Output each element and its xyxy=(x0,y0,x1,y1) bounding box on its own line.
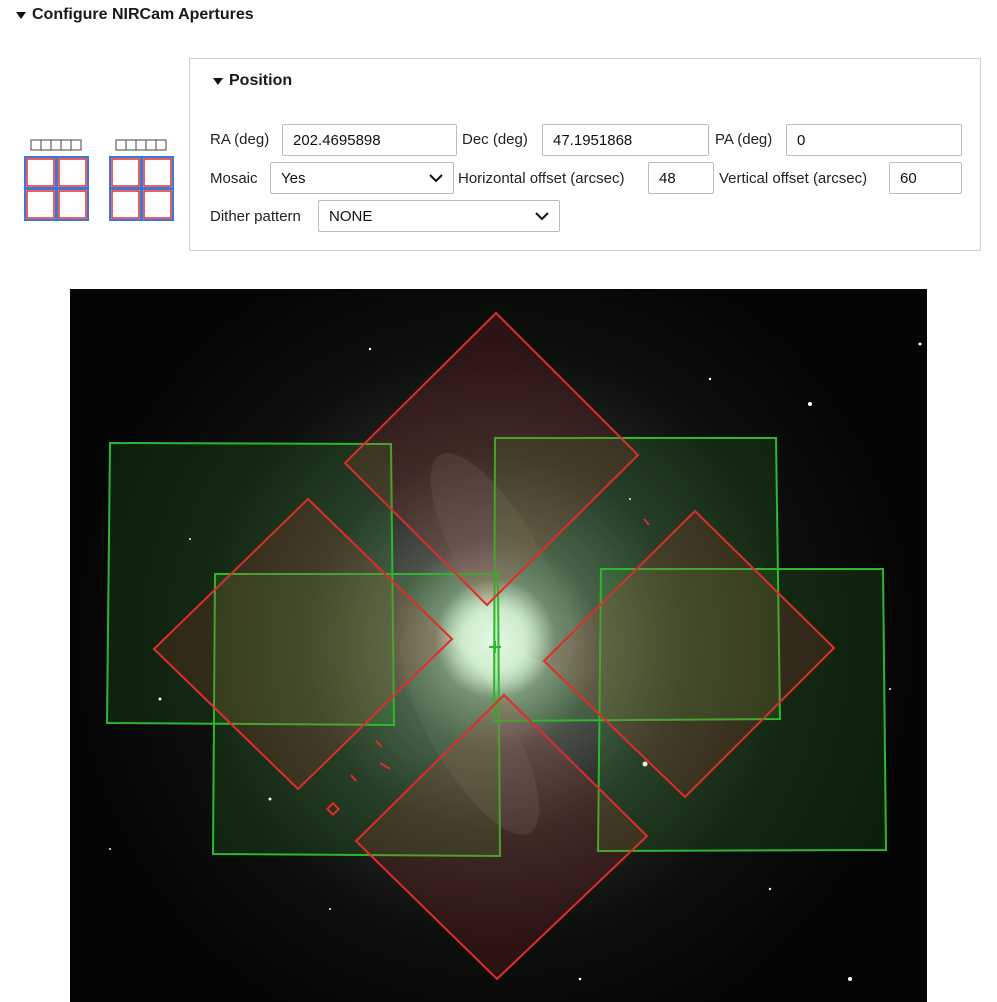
dec-label: Dec (deg) xyxy=(462,131,528,148)
section-title: Configure NIRCam Apertures xyxy=(32,6,254,23)
chevron-down-icon xyxy=(429,174,443,183)
sky-image-view[interactable] xyxy=(70,289,927,1002)
mosaic-selected-value: Yes xyxy=(281,169,306,187)
mosaic-label: Mosaic xyxy=(210,170,258,187)
dither-pattern-select[interactable]: NONE xyxy=(318,200,560,232)
dec-input[interactable] xyxy=(542,124,709,156)
lw-aperture[interactable] xyxy=(211,573,502,858)
sw-aperture[interactable] xyxy=(354,693,649,981)
lw-aperture[interactable] xyxy=(492,437,782,723)
ra-input[interactable] xyxy=(282,124,457,156)
horizontal-offset-label: Horizontal offset (arcsec) xyxy=(458,170,625,187)
pointing-marker xyxy=(489,641,501,653)
short-wave-apertures xyxy=(152,311,836,981)
sw-aperture[interactable] xyxy=(152,497,454,791)
nircam-module-icon xyxy=(24,139,89,221)
vertical-offset-label: Vertical offset (arcsec) xyxy=(719,170,868,187)
dither-selected-value: NONE xyxy=(329,207,373,225)
mosaic-select[interactable]: Yes xyxy=(270,162,454,194)
lw-aperture[interactable] xyxy=(596,568,888,853)
star-field xyxy=(109,342,922,981)
position-toggle[interactable]: Position xyxy=(213,72,292,90)
aperture-fragments xyxy=(325,518,650,817)
pa-label: PA (deg) xyxy=(715,131,773,148)
horizontal-offset-input[interactable] xyxy=(648,162,714,194)
nircam-module-icon xyxy=(109,139,174,221)
sw-aperture[interactable] xyxy=(343,311,640,607)
ra-label: RA (deg) xyxy=(210,131,270,148)
vertical-offset-input[interactable] xyxy=(889,162,962,194)
pa-input[interactable] xyxy=(786,124,962,156)
sw-aperture[interactable] xyxy=(542,509,836,799)
chevron-down-icon xyxy=(535,212,549,221)
dither-pattern-label: Dither pattern xyxy=(210,208,301,225)
position-title: Position xyxy=(229,72,293,89)
triangle-down-icon xyxy=(16,11,26,19)
triangle-down-icon xyxy=(213,77,223,85)
configure-apertures-toggle[interactable]: Configure NIRCam Apertures xyxy=(16,6,254,24)
